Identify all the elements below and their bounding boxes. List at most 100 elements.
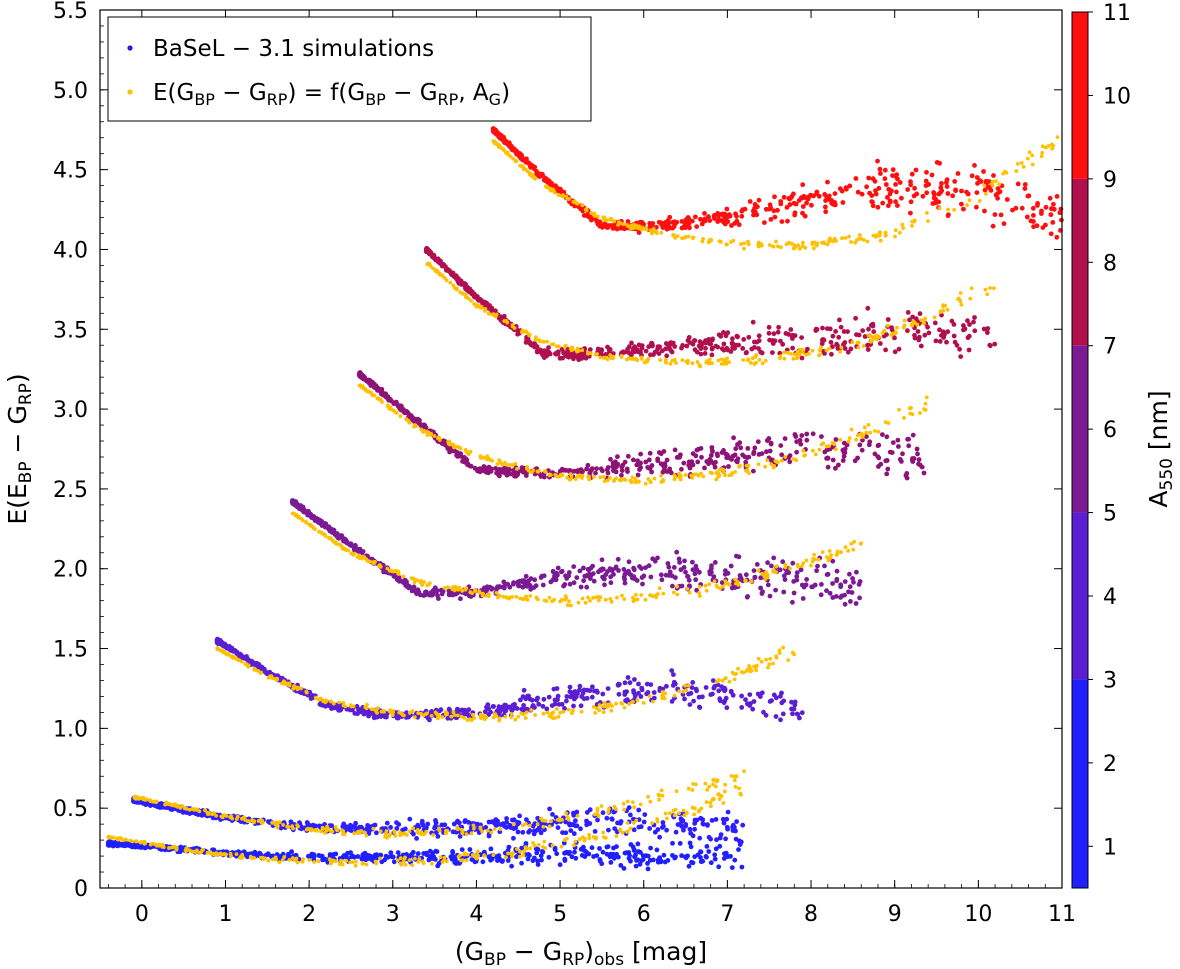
sim-point-s2 [486, 706, 491, 711]
sim-point-s4 [622, 459, 628, 465]
sim-point-s0 [597, 846, 602, 851]
sim-point-s1 [688, 830, 694, 836]
sim-point-s1 [517, 813, 522, 819]
sim-point-s6 [982, 208, 987, 214]
sim-point-s4 [380, 391, 386, 397]
sim-point-s0 [539, 857, 544, 863]
sim-point-s2 [693, 686, 699, 692]
sim-point-s3 [433, 589, 439, 594]
sim-point-s1 [718, 832, 724, 837]
sim-point-s0 [722, 851, 727, 857]
sim-point-s6 [869, 193, 875, 199]
sim-point-s3 [728, 563, 734, 569]
sim-point-s4 [910, 432, 916, 438]
sim-point-s4 [842, 446, 848, 452]
sim-point-s4 [903, 473, 909, 478]
sim-point-s5 [721, 330, 726, 335]
sim-point-s5 [883, 347, 888, 353]
sim-point-s1 [578, 826, 583, 832]
sim-point-s5 [845, 349, 851, 355]
sim-point-s1 [706, 834, 712, 840]
sim-point-s6 [536, 172, 542, 178]
sim-point-s4 [768, 441, 774, 447]
sim-point-s1 [515, 829, 521, 835]
sim-point-s2 [703, 685, 709, 690]
sim-point-s2 [671, 672, 676, 677]
sim-point-s3 [683, 569, 688, 575]
sim-point-s0 [211, 847, 217, 853]
sim-point-s5 [778, 338, 783, 344]
fit-point-s1 [270, 820, 275, 825]
fit-point-s1 [596, 813, 601, 818]
sim-point-s4 [494, 470, 499, 476]
sim-point-s0 [333, 851, 339, 857]
sim-point-s3 [729, 585, 735, 591]
sim-point-s2 [664, 683, 669, 689]
sim-point-s6 [855, 189, 861, 195]
sim-point-s4 [794, 449, 799, 455]
fit-point-s0 [465, 852, 470, 857]
fit-point-s1 [291, 826, 295, 831]
sim-point-s2 [525, 693, 530, 699]
fit-point-s1 [295, 823, 299, 827]
sim-point-s6 [944, 177, 950, 183]
sim-point-s4 [819, 434, 824, 439]
sim-point-s3 [586, 571, 592, 577]
sim-point-s2 [519, 706, 525, 712]
sim-point-s0 [257, 850, 262, 856]
sim-point-s6 [998, 212, 1004, 218]
fit-point-s1 [274, 820, 278, 825]
fit-point-s1 [173, 802, 177, 807]
sim-point-s2 [232, 648, 237, 654]
sim-point-s4 [745, 446, 751, 451]
fit-point-s2 [732, 677, 737, 682]
sim-point-s1 [642, 812, 648, 817]
sim-point-s2 [368, 710, 374, 716]
sim-point-s4 [493, 466, 498, 471]
sim-point-s1 [536, 825, 542, 831]
sim-point-s6 [1039, 211, 1044, 216]
sim-point-s6 [889, 188, 894, 194]
sim-point-s2 [688, 690, 694, 696]
sim-point-s6 [747, 199, 753, 204]
sim-point-s2 [382, 714, 388, 720]
sim-point-s1 [414, 836, 419, 841]
fit-point-s0 [142, 840, 147, 845]
sim-point-s2 [406, 714, 411, 720]
fit-point-s2 [781, 645, 785, 650]
sim-point-s6 [736, 222, 742, 228]
sim-point-s6 [702, 216, 708, 222]
fit-point-s2 [732, 672, 737, 676]
fit-point-s2 [759, 659, 764, 664]
sim-point-s3 [814, 568, 819, 574]
sim-point-s6 [792, 212, 798, 218]
sim-point-s5 [918, 343, 924, 349]
fit-point-s2 [609, 708, 614, 713]
fit-point-s2 [622, 705, 627, 710]
sim-point-s1 [486, 833, 492, 839]
sim-point-s0 [608, 860, 614, 865]
sim-point-s2 [221, 643, 226, 648]
sim-point-s3 [665, 561, 671, 566]
sim-point-s4 [752, 445, 758, 451]
sim-point-s4 [804, 437, 810, 443]
fit-point-s1 [659, 788, 664, 793]
sim-point-s2 [577, 683, 583, 689]
sim-point-s6 [740, 207, 746, 213]
sim-point-s4 [822, 449, 828, 455]
fit-point-s0 [250, 855, 255, 860]
sim-point-s0 [639, 858, 645, 863]
sim-point-s5 [944, 339, 949, 345]
fit-point-s1 [455, 827, 460, 832]
sim-point-s2 [645, 690, 651, 695]
sim-point-s5 [464, 286, 469, 291]
fit-point-s0 [603, 836, 608, 840]
sim-point-s6 [715, 211, 721, 216]
fit-point-s1 [184, 807, 189, 811]
sim-point-s6 [493, 127, 498, 133]
sim-point-s6 [882, 167, 888, 173]
sim-point-s2 [425, 714, 430, 720]
sim-point-s1 [734, 819, 739, 824]
sim-point-s6 [1048, 231, 1054, 237]
sim-point-s0 [355, 854, 361, 859]
